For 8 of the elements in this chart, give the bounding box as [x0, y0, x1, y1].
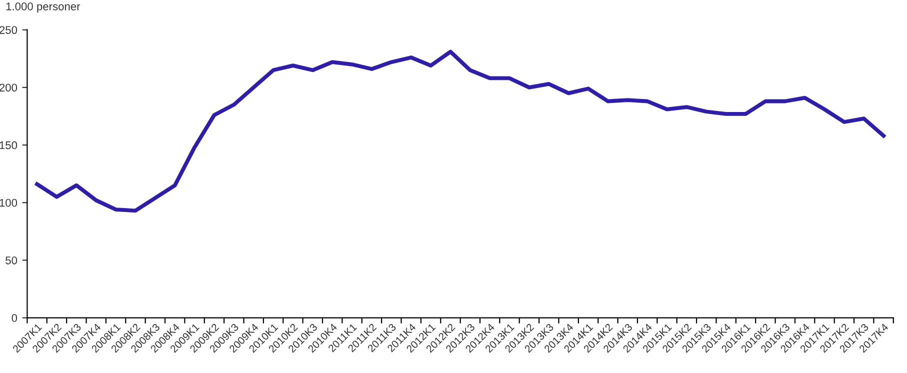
y-tick-label: 250: [0, 26, 18, 34]
y-tick-label: 0: [12, 314, 18, 322]
y-tick-label: 50: [6, 256, 18, 264]
y-tick-label: 150: [0, 141, 18, 150]
line-series: [35, 50, 886, 213]
y-tick-label: 100: [0, 198, 18, 207]
y-tick-label: 200: [0, 84, 18, 92]
y-axis-title: 1.000 personer: [6, 2, 80, 13]
